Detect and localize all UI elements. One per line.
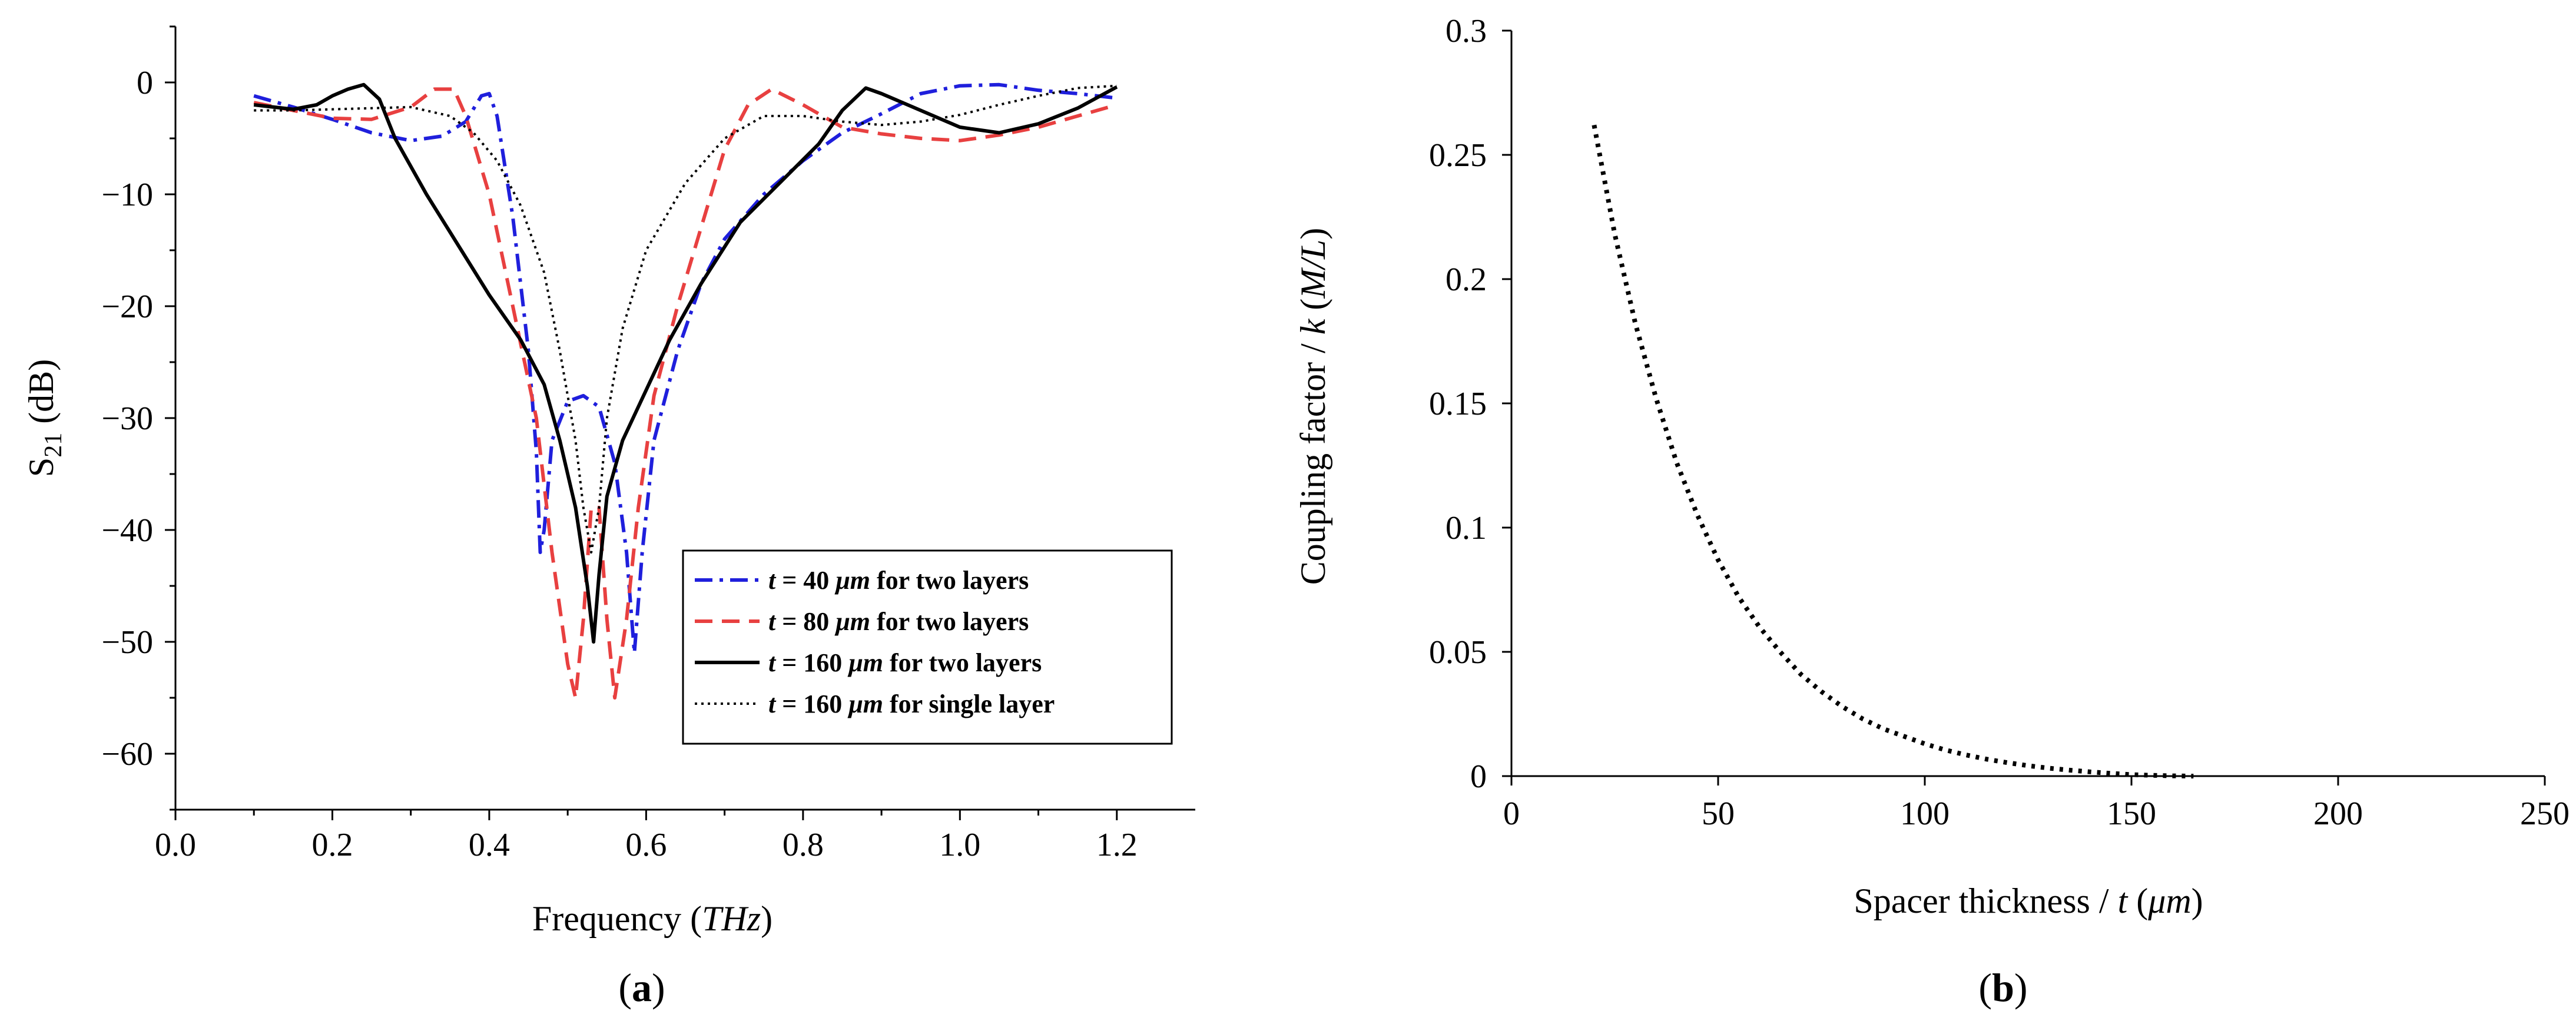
- chart-b-x-tick-label: 0: [1503, 796, 1520, 832]
- chart-b-series-coupling-factor: [1592, 124, 2194, 778]
- chart-a-y-tick-label: −10: [101, 177, 153, 213]
- chart-b-y-tick-label: 0.2: [1446, 261, 1487, 298]
- chart-b-x-tick-label: 150: [2107, 796, 2156, 832]
- chart-b-x-tick-label: 50: [1702, 796, 1735, 832]
- chart-a-y-axis-label: S21 (dB): [22, 359, 67, 477]
- chart-a-y-tick-label: −60: [101, 736, 153, 773]
- chart-a-y-tick-label: 0: [137, 65, 153, 101]
- legend-label-t80-two-layers: t = 80 μm for two layers: [768, 607, 1029, 636]
- panel-b-label: (b): [1978, 965, 2027, 1010]
- legend-label-t160-two-layers: t = 160 μm for two layers: [768, 648, 1042, 677]
- chart-b-y-tick-label: 0.05: [1429, 634, 1487, 671]
- chart-b-x-tick-label: 200: [2313, 796, 2363, 832]
- chart-b-x-tick-label: 250: [2520, 796, 2570, 832]
- chart-a-x-tick-label: 0.0: [155, 827, 196, 863]
- chart-b-y-tick-label: 0.15: [1429, 386, 1487, 422]
- chart-a-series-t80-two-layers: [253, 87, 1118, 700]
- chart-a-legend-box: [682, 549, 1173, 745]
- chart-a-series-t160-single-layer: [254, 84, 1117, 554]
- panel-a-label: (a): [618, 965, 665, 1010]
- chart-b-y-tick-label: 0.3: [1446, 13, 1487, 49]
- legend-label-t40-two-layers: t = 40 μm for two layers: [768, 566, 1029, 595]
- chart-b-x-tick-label: 100: [1900, 796, 1950, 832]
- chart-a-y-tick-label: −20: [101, 289, 153, 325]
- chart-b-y-tick-label: 0.25: [1429, 137, 1487, 174]
- chart-a-x-axis-label: Frequency (THz): [532, 899, 773, 938]
- chart-a-legend: t = 40 μm for two layers t = 80 μm for tw…: [682, 549, 1173, 745]
- chart-a-x-tick-label: 0.2: [311, 827, 353, 863]
- chart-b-x-axis-label: Spacer thickness / t (μm): [1854, 881, 2203, 920]
- chart-a-x-tick-label: 0.6: [625, 827, 667, 863]
- chart-a-y-tick-label: −30: [101, 400, 153, 437]
- chart-a-x-tick-label: 1.0: [939, 827, 980, 863]
- chart-b-y-tick-label: 0.1: [1446, 510, 1487, 546]
- chart-a-x-tick-label: 0.8: [783, 827, 824, 863]
- chart-a: 0.0 0.2 0.4 0.6 0.8 1.0 1.2 0 −10 −20 −30 −40 −50 −60…: [22, 25, 1195, 1010]
- chart-a-x-tick-label: 1.2: [1096, 827, 1138, 863]
- chart-b-y-axis-label: Coupling factor / k (M/L): [1294, 228, 1332, 585]
- chart-a-y-tick-label: −40: [101, 512, 153, 549]
- chart-a-series-t160-two-layers: [253, 82, 1118, 644]
- chart-a-y-tick-label: −50: [101, 624, 153, 661]
- chart-b-y-tick-label: 0: [1470, 758, 1487, 795]
- chart-a-x-tick-label: 0.4: [469, 827, 510, 863]
- legend-label-t160-single-layer: t = 160 μm for single layer: [768, 690, 1055, 718]
- chart-b: 0 50 100 150 200 250 0 0.05 0.1 0.15 0.2 0.25 0.3 Co…: [1294, 13, 2570, 1010]
